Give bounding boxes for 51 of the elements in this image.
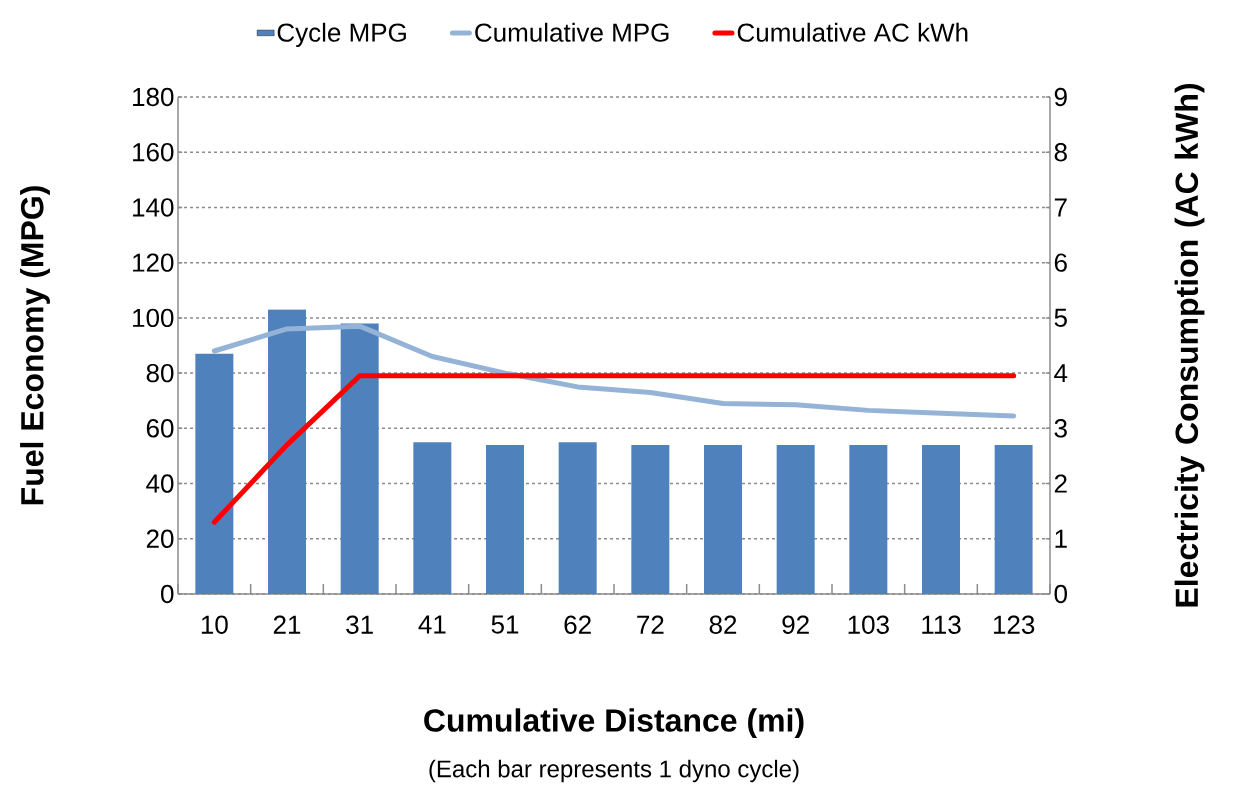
y-tick-label: 140 [133, 198, 174, 217]
bar [994, 444, 1033, 594]
bar [849, 444, 888, 594]
x-tick-label: 41 [418, 615, 446, 634]
x-tick-label: 82 [709, 615, 737, 634]
x-tick-label: 113 [922, 615, 961, 634]
y2-tick-label: 8 [1054, 143, 1067, 162]
y2-tick-label: 6 [1054, 253, 1067, 272]
bar [558, 442, 597, 594]
y-tick-label: 80 [146, 363, 174, 383]
y2-tick-label: 2 [1054, 474, 1067, 493]
text: (Each bar represents 1 dyno cycle) [429, 759, 799, 783]
y-tick-label: 100 [133, 308, 174, 328]
y2-tick-label: 1 [1055, 529, 1067, 548]
bar [922, 444, 960, 594]
x-tick-label: 10 [201, 615, 228, 634]
legend-label: Cumulative MPG [475, 22, 669, 42]
bar [486, 444, 525, 594]
bar [268, 309, 307, 594]
y-tick-label: 0 [161, 584, 174, 604]
x-axis-title: Cumulative Distance (mi) [424, 708, 804, 739]
y-axis-title: Fuel Economy (MPG) [20, 186, 50, 505]
x-tick-label: 103 [848, 615, 889, 634]
y-tick-label: 120 [133, 253, 174, 272]
y2-tick-label: 4 [1054, 364, 1068, 383]
legend-label: Cumulative AC kWh [737, 22, 968, 42]
y-tick-label: 160 [133, 143, 174, 162]
bar [195, 353, 234, 594]
x-tick-label: 92 [782, 615, 809, 634]
y-tick-label: 40 [146, 474, 174, 493]
y2-axis-title: Electricity Consumption (AC kWh) [1174, 84, 1205, 607]
x-tick-label: 31 [346, 615, 373, 634]
y-tick-label: 20 [146, 529, 174, 548]
y2-tick-label: 3 [1054, 419, 1067, 438]
bar [704, 444, 742, 594]
y-tick-label: 60 [146, 419, 174, 438]
bar [340, 323, 379, 594]
x-tick-label: 51 [491, 615, 519, 634]
x-tick-label: 72 [637, 615, 664, 634]
legend-label: Cycle MPG [277, 22, 406, 47]
bar [413, 442, 452, 594]
y2-tick-label: 5 [1054, 308, 1067, 327]
bar [631, 444, 670, 594]
x-tick-label: 21 [273, 615, 301, 634]
y-tick-label: 180 [133, 87, 174, 107]
x-tick-label: 62 [564, 615, 591, 634]
bar [776, 444, 815, 594]
y2-tick-label: 7 [1054, 198, 1067, 217]
y2-tick-label: 9 [1054, 87, 1067, 107]
y2-tick-label: 0 [1054, 584, 1067, 604]
x-tick-label: 123 [993, 615, 1035, 634]
